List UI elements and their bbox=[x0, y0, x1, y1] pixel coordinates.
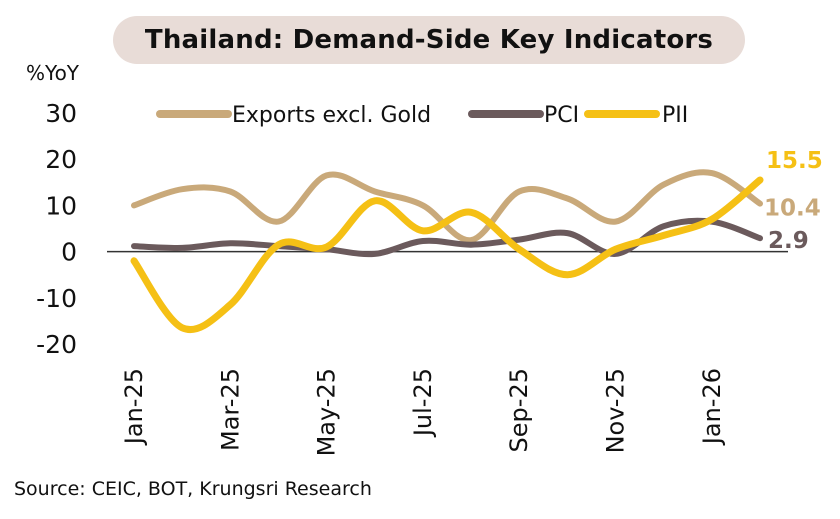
y-tick-label: 20 bbox=[45, 145, 77, 174]
y-tick-label: -10 bbox=[36, 284, 77, 313]
legend-label-exports-excl-gold: Exports excl. Gold bbox=[232, 103, 431, 128]
end-label-pii: 15.5 bbox=[766, 148, 823, 174]
end-label-pci: 2.9 bbox=[768, 228, 809, 254]
y-tick-label: 30 bbox=[45, 99, 77, 128]
x-tick-label: Jan-25 bbox=[120, 368, 148, 446]
x-tick-label: Jan-26 bbox=[698, 368, 726, 446]
y-axis-label: %YoY bbox=[26, 61, 80, 85]
y-tick-label: -20 bbox=[36, 330, 77, 359]
legend-label-pci: PCI bbox=[544, 103, 579, 128]
source-note: Source: CEIC, BOT, Krungsri Research bbox=[14, 478, 372, 500]
chart-title: Thailand: Demand-Side Key Indicators bbox=[144, 25, 714, 55]
series-line-exports-excl-gold bbox=[131, 169, 763, 244]
series-line-pii bbox=[130, 176, 764, 333]
y-tick-label: 0 bbox=[61, 238, 77, 267]
x-tick-label: Nov-25 bbox=[602, 368, 630, 453]
x-tick-label: Mar-25 bbox=[216, 368, 244, 451]
y-tick-label: 10 bbox=[45, 191, 77, 220]
x-tick-label: Sep-25 bbox=[505, 368, 533, 452]
series-line-pci bbox=[131, 217, 763, 258]
x-tick-label: Jul-25 bbox=[409, 368, 437, 438]
legend-label-pii: PII bbox=[662, 103, 688, 128]
end-label-exports-excl-gold: 10.4 bbox=[764, 196, 821, 222]
x-tick-label: May-25 bbox=[313, 368, 341, 456]
chart-title-pill: Thailand: Demand-Side Key Indicators bbox=[113, 16, 745, 64]
